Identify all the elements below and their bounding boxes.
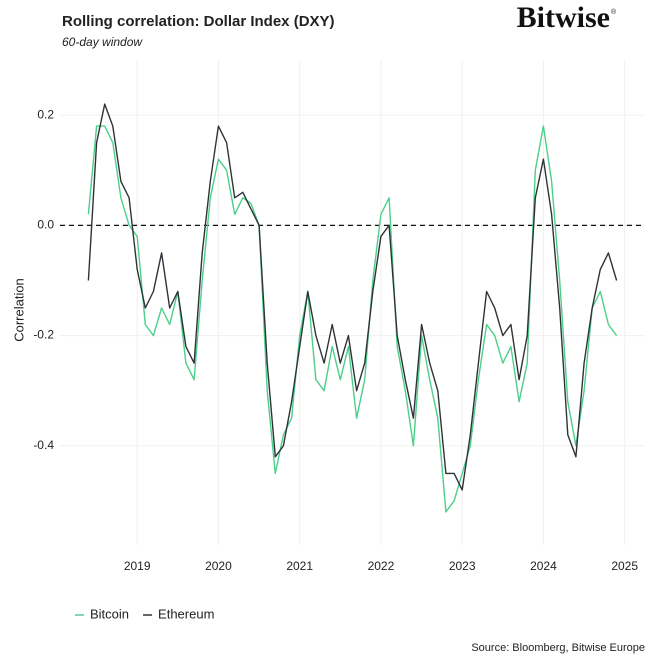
x-tick-label: 2019	[124, 559, 151, 573]
y-tick-label: -0.2	[33, 328, 54, 342]
line-bitcoin	[87, 125, 618, 513]
x-tick-label: 2021	[286, 559, 313, 573]
x-tick-label: 2024	[530, 559, 557, 573]
y-tick-label: 0.2	[37, 107, 54, 121]
legend-label: Bitcoin	[90, 606, 129, 621]
y-tick-label: -0.4	[33, 438, 54, 452]
y-axis-label: Correlation	[11, 278, 26, 342]
logo-mark: ®	[611, 8, 617, 16]
legend-label: Ethereum	[158, 606, 214, 621]
x-tick-label: 2025	[611, 559, 638, 573]
x-tick-label: 2023	[449, 559, 476, 573]
source: Source: Bloomberg, Bitwise Europe	[471, 642, 645, 654]
y-tick-label: 0.0	[37, 218, 54, 232]
chart-subtitle: 60-day window	[62, 35, 143, 49]
line-ethereum	[87, 103, 618, 491]
x-tick-label: 2020	[205, 559, 232, 573]
chart-title: Rolling correlation: Dollar Index (DXY)	[62, 13, 335, 30]
logo: Bitwise	[517, 1, 610, 34]
x-tick-label: 2022	[368, 559, 395, 573]
